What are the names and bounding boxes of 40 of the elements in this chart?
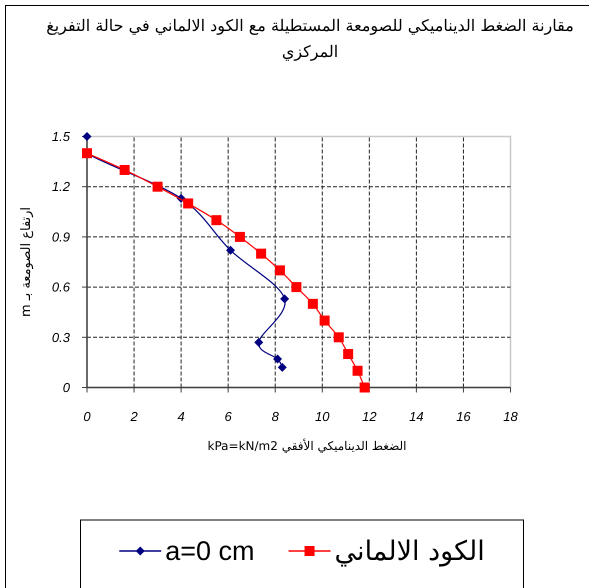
x-tick-label: 4 <box>177 409 185 424</box>
point <box>280 294 290 304</box>
point <box>254 338 264 347</box>
point <box>183 198 194 208</box>
point <box>211 215 222 226</box>
y-tick-label: 0 <box>62 380 71 395</box>
point <box>234 232 245 242</box>
point <box>360 382 370 392</box>
y-tick-label: 1.5 <box>52 129 71 144</box>
point <box>278 362 287 372</box>
y-tick-label: 0.9 <box>52 229 70 244</box>
x-tick-label: 6 <box>224 409 233 424</box>
point <box>274 265 285 276</box>
x-tick-label: 0 <box>83 409 92 424</box>
ylabel: ارتفاع الصومعة بـ m <box>19 206 34 318</box>
y-tick-label: 1.2 <box>52 179 71 194</box>
point <box>226 246 236 255</box>
point <box>273 354 282 364</box>
legend-label: الكود الالماني <box>334 536 485 567</box>
title: مقارنة الضغط الديناميكي للصومعة المستطيلة مع الكود الالماني في حالة التفريغ المركزي <box>46 16 574 61</box>
point <box>334 332 344 342</box>
point <box>256 248 266 259</box>
point <box>352 366 363 376</box>
point <box>320 316 330 326</box>
legend-label: a=0 cm <box>165 536 255 566</box>
x-tick-label: 12 <box>362 409 378 424</box>
point <box>291 282 302 292</box>
x-tick-label: 2 <box>129 409 138 424</box>
x-tick-label: 10 <box>315 409 330 424</box>
point <box>120 164 130 175</box>
y-tick-label: 0.3 <box>52 330 71 345</box>
x-tick-label: 18 <box>503 409 518 424</box>
x-tick-label: 14 <box>409 409 424 424</box>
point <box>152 182 163 192</box>
x-tick-label: 8 <box>272 409 280 424</box>
x-tick-label: 16 <box>456 409 472 424</box>
point <box>343 349 354 360</box>
xlabel: الضغط الديناميكي الأفقي kPa=kN/m2 <box>208 439 406 453</box>
y-tick-label: 0.6 <box>52 280 71 295</box>
point <box>308 298 318 309</box>
